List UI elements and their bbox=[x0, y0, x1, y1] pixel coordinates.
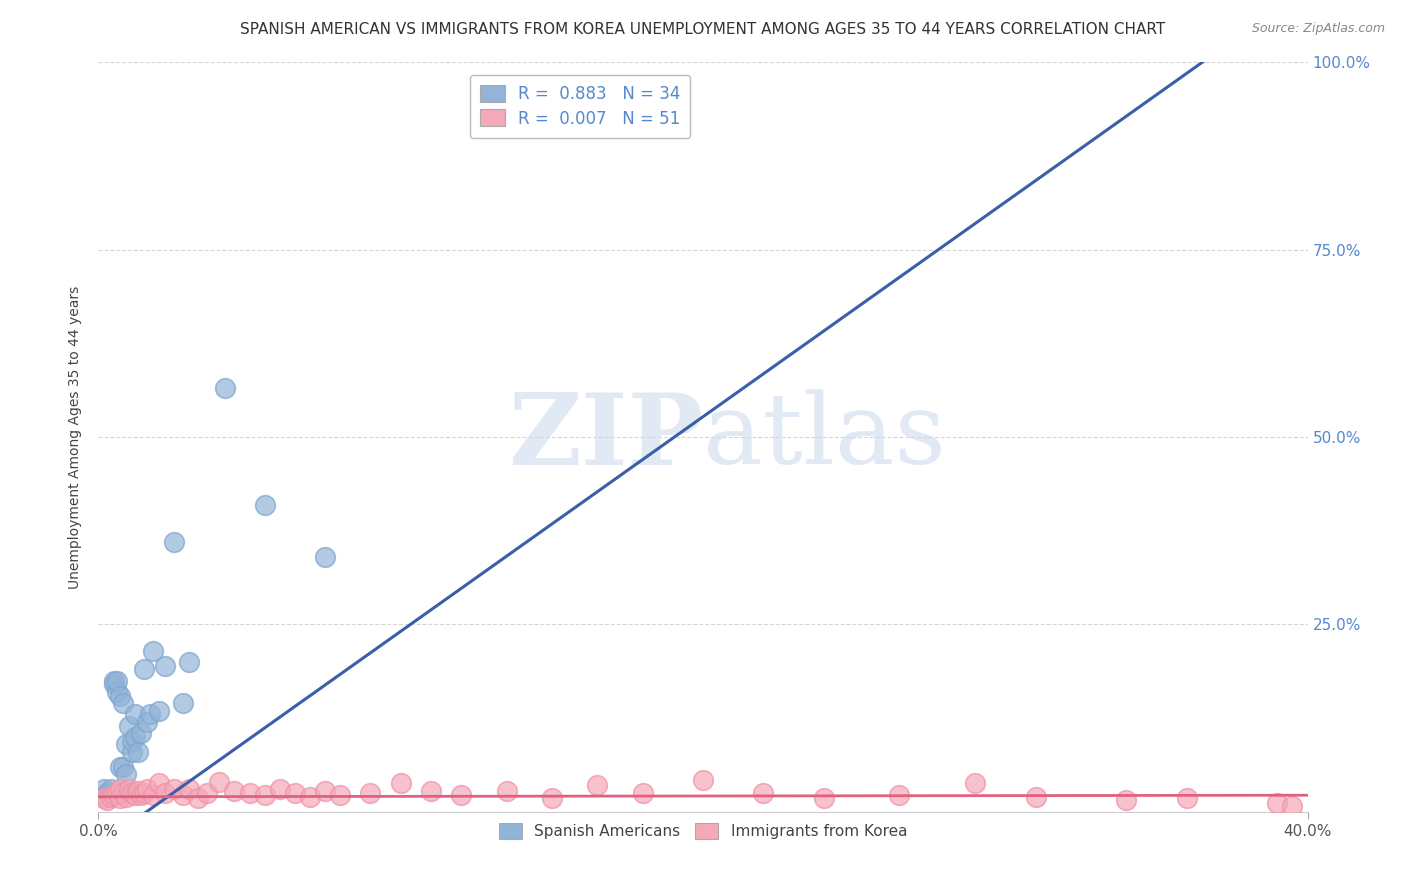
Point bbox=[124, 707, 146, 722]
Point bbox=[111, 696, 134, 710]
Point bbox=[172, 789, 194, 803]
Point bbox=[187, 791, 209, 805]
Point bbox=[224, 783, 246, 797]
Point bbox=[105, 786, 128, 800]
Point bbox=[96, 793, 118, 807]
Point bbox=[127, 783, 149, 797]
Point bbox=[195, 786, 218, 800]
Point bbox=[108, 782, 131, 797]
Point bbox=[93, 782, 115, 797]
Point bbox=[118, 718, 141, 732]
Point bbox=[103, 677, 125, 691]
Point bbox=[450, 789, 472, 803]
Point bbox=[1175, 791, 1198, 805]
Point bbox=[142, 643, 165, 657]
Point bbox=[269, 782, 291, 797]
Point bbox=[108, 760, 131, 774]
Legend: Spanish Americans, Immigrants from Korea: Spanish Americans, Immigrants from Korea bbox=[492, 817, 914, 846]
Point bbox=[124, 730, 146, 744]
Point bbox=[214, 381, 236, 395]
Point bbox=[420, 783, 443, 797]
Point bbox=[965, 776, 987, 790]
Point bbox=[100, 786, 122, 800]
Point bbox=[752, 786, 775, 800]
Point bbox=[121, 745, 143, 759]
Point bbox=[111, 786, 134, 800]
Point bbox=[108, 689, 131, 703]
Point bbox=[108, 791, 131, 805]
Text: atlas: atlas bbox=[703, 389, 946, 485]
Point bbox=[692, 773, 714, 788]
Point bbox=[129, 789, 152, 803]
Point bbox=[163, 535, 186, 549]
Point bbox=[586, 779, 609, 793]
Point bbox=[1267, 796, 1289, 810]
Point bbox=[299, 789, 322, 804]
Point bbox=[163, 782, 186, 797]
Point bbox=[172, 696, 194, 710]
Point bbox=[96, 786, 118, 800]
Point bbox=[100, 789, 122, 804]
Point bbox=[121, 786, 143, 800]
Point bbox=[124, 789, 146, 803]
Y-axis label: Unemployment Among Ages 35 to 44 years: Unemployment Among Ages 35 to 44 years bbox=[69, 285, 83, 589]
Point bbox=[314, 783, 336, 797]
Point bbox=[148, 704, 170, 718]
Point bbox=[495, 783, 517, 797]
Point bbox=[114, 789, 136, 804]
Point bbox=[103, 673, 125, 688]
Point bbox=[389, 776, 412, 790]
Point bbox=[284, 786, 307, 800]
Text: Source: ZipAtlas.com: Source: ZipAtlas.com bbox=[1251, 22, 1385, 36]
Point bbox=[813, 791, 835, 805]
Point bbox=[148, 776, 170, 790]
Point bbox=[127, 745, 149, 759]
Point bbox=[96, 789, 118, 804]
Point bbox=[105, 685, 128, 699]
Point bbox=[631, 786, 654, 800]
Point bbox=[329, 789, 352, 803]
Point bbox=[121, 733, 143, 747]
Text: ZIP: ZIP bbox=[508, 389, 703, 485]
Point bbox=[239, 786, 262, 800]
Point bbox=[118, 782, 141, 797]
Point bbox=[135, 714, 157, 729]
Point bbox=[1024, 789, 1046, 804]
Point bbox=[253, 498, 276, 512]
Point bbox=[142, 789, 165, 803]
Point bbox=[100, 782, 122, 797]
Point bbox=[1281, 798, 1303, 813]
Point bbox=[111, 760, 134, 774]
Point bbox=[139, 707, 162, 722]
Point bbox=[153, 658, 176, 673]
Point bbox=[889, 789, 911, 803]
Point bbox=[153, 786, 176, 800]
Point bbox=[179, 782, 201, 797]
Point bbox=[540, 791, 562, 805]
Point bbox=[93, 791, 115, 805]
Point bbox=[132, 662, 155, 676]
Point bbox=[360, 786, 382, 800]
Point bbox=[114, 767, 136, 781]
Point bbox=[105, 673, 128, 688]
Point bbox=[129, 726, 152, 740]
Point bbox=[314, 549, 336, 564]
Point bbox=[132, 786, 155, 800]
Point bbox=[103, 789, 125, 803]
Text: SPANISH AMERICAN VS IMMIGRANTS FROM KOREA UNEMPLOYMENT AMONG AGES 35 TO 44 YEARS: SPANISH AMERICAN VS IMMIGRANTS FROM KORE… bbox=[240, 22, 1166, 37]
Point bbox=[1115, 793, 1137, 807]
Point bbox=[253, 789, 276, 803]
Point bbox=[208, 774, 231, 789]
Point bbox=[114, 737, 136, 751]
Point bbox=[179, 655, 201, 669]
Point bbox=[135, 782, 157, 797]
